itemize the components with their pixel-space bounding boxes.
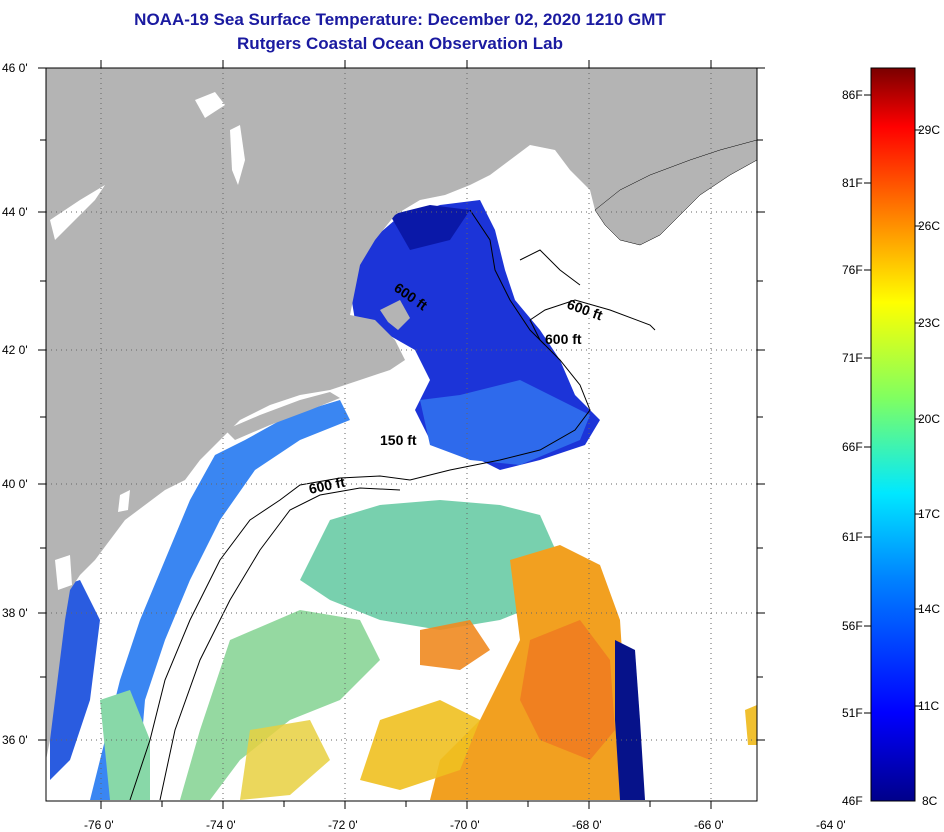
graticule <box>46 68 757 801</box>
lat-label: 44 0' <box>2 205 28 219</box>
lake <box>55 555 72 590</box>
us-coastline-land <box>46 68 757 760</box>
colorbar-f-label: 66F <box>842 440 863 454</box>
mixed-water-sst <box>180 610 380 800</box>
colorbar-f-label: 51F <box>842 706 863 720</box>
bathymetry-contours <box>129 209 656 801</box>
warm-eddy-sst <box>360 700 480 790</box>
lon-label: -72 0' <box>328 818 358 832</box>
colorbar-f-label: 86F <box>842 88 863 102</box>
georges-bank-sst <box>420 380 590 465</box>
colorbar-f-label: 56F <box>842 619 863 633</box>
lat-label: 40 0' <box>2 477 28 491</box>
colorbar <box>870 67 916 802</box>
lon-label: -66 0' <box>694 818 724 832</box>
lake <box>118 490 130 512</box>
lake <box>195 92 225 118</box>
cape-cod-land <box>380 300 410 330</box>
colorbar-f-label: 61F <box>842 530 863 544</box>
lat-label: 38 0' <box>2 606 28 620</box>
nova-scotia-land <box>594 139 757 246</box>
contour-600ft <box>129 299 656 801</box>
colorbar-f-label: 71F <box>842 351 863 365</box>
axis-ticks <box>38 60 765 809</box>
warm-patch-sst <box>420 620 490 670</box>
long-island-land <box>225 392 340 440</box>
colorbar-c-label: 11C <box>918 699 940 713</box>
land-layer <box>46 68 757 760</box>
lat-label: 42 0' <box>2 343 28 357</box>
colorbar-f-label: 46F <box>842 794 863 808</box>
colorbar-f-label: 81F <box>842 176 863 190</box>
colorbar-c-label: 29C <box>918 123 941 137</box>
lake <box>230 125 245 185</box>
lat-label: 36 0' <box>2 733 28 747</box>
contour-label: 600 ft <box>307 474 346 497</box>
contour-label: 150 ft <box>380 432 417 448</box>
colorbar-ticks <box>864 94 921 714</box>
colorbar-c-label: 23C <box>918 316 941 330</box>
lon-label: -74 0' <box>206 818 236 832</box>
contour-150ft <box>159 487 401 801</box>
lon-label: -76 0' <box>84 818 114 832</box>
slope-water-sst <box>300 500 560 630</box>
gulf-stream-core-sst <box>520 620 615 760</box>
lon-label: -64 0' <box>816 818 846 832</box>
colorbar-c-label: 17C <box>918 507 941 521</box>
plot-frame <box>45 67 758 802</box>
lake <box>50 185 105 240</box>
lon-label: -68 0' <box>572 818 602 832</box>
coastal-cold-sst <box>390 205 470 250</box>
colorbar-c-label: 20C <box>918 412 941 426</box>
colorbar-c-label: 14C <box>918 602 941 616</box>
contour-label: 600 ft <box>545 331 582 347</box>
lat-label: 46 0' <box>2 61 28 75</box>
contour-gom <box>469 209 546 346</box>
east-edge-sst <box>745 705 757 745</box>
colorbar-f-label: 76F <box>842 263 863 277</box>
colorbar-c-label: 26C <box>918 219 941 233</box>
warm-filament-sst <box>240 720 330 800</box>
contour-gom-2 <box>519 249 581 286</box>
lon-label: -70 0' <box>450 818 480 832</box>
colorbar-c-label: 8C <box>922 794 938 808</box>
hatteras-shelf-sst <box>100 690 150 800</box>
map-title: NOAA-19 Sea Surface Temperature: Decembe… <box>134 10 666 29</box>
cold-band-sst <box>615 640 645 800</box>
map-subtitle: Rutgers Coastal Ocean Observation Lab <box>237 34 563 53</box>
